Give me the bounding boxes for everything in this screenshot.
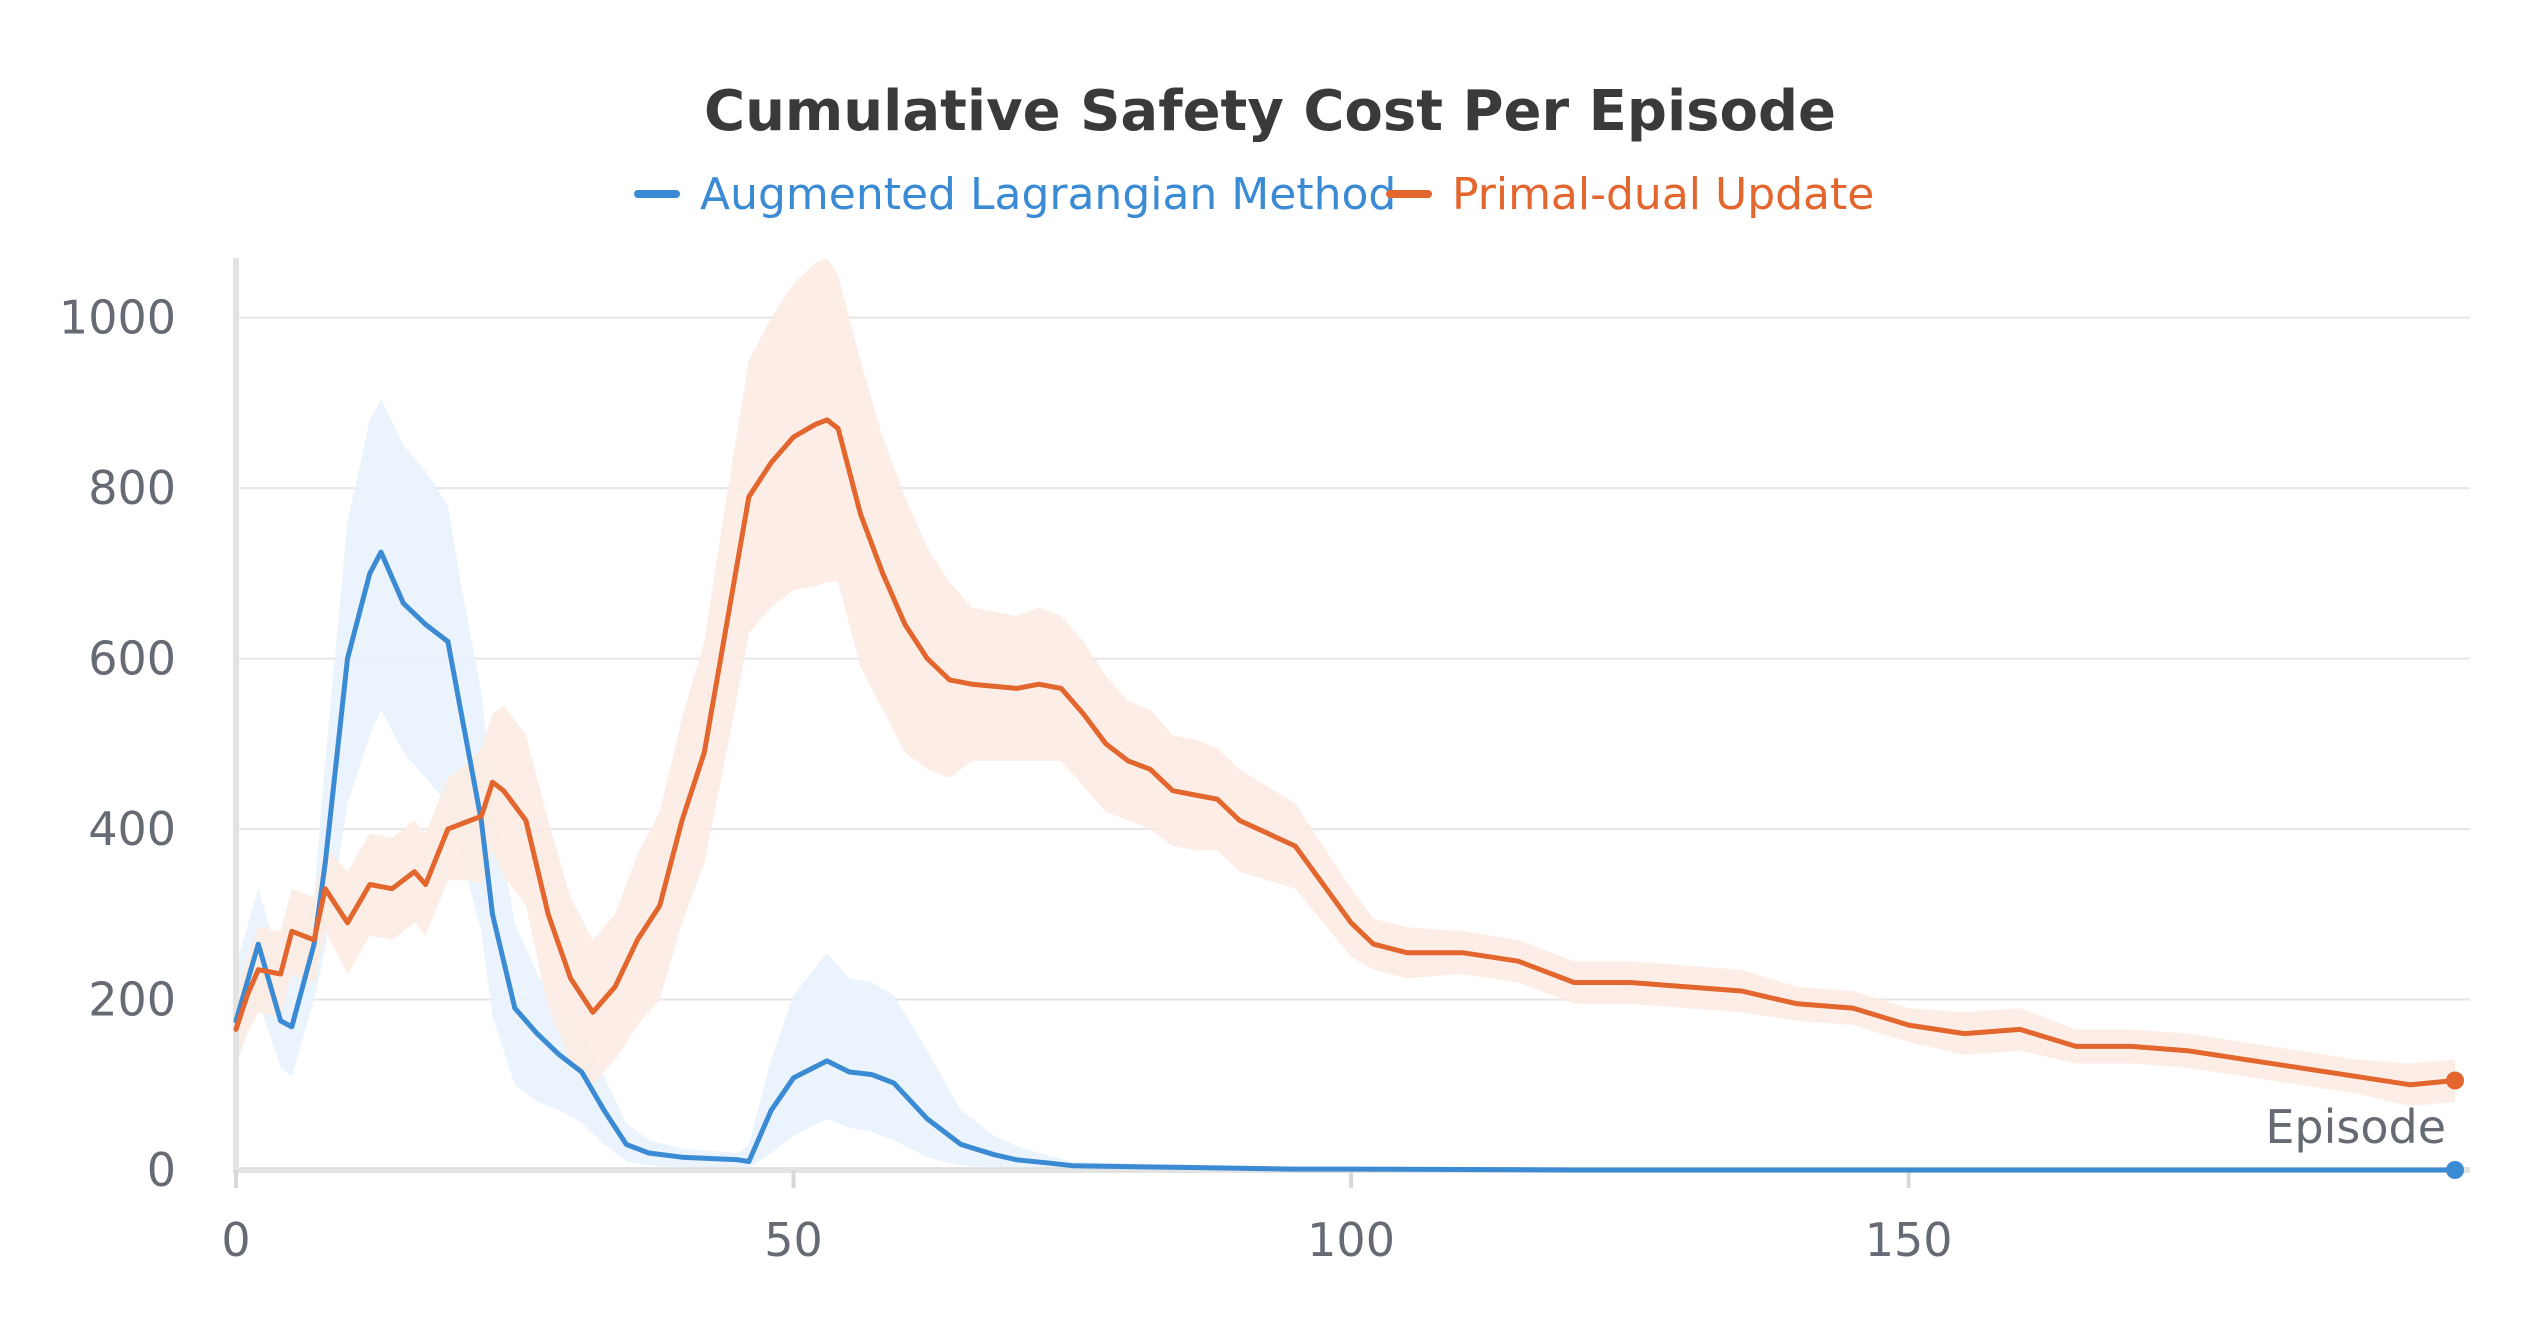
- y-tick-label-600: 600: [88, 632, 176, 686]
- series-lines: [233, 417, 2464, 1179]
- y-tick-label-400: 400: [88, 802, 176, 856]
- end-point-primal-dual[interactable]: [2446, 1071, 2464, 1090]
- confidence-bands: [236, 258, 2455, 1171]
- x-tick-label-0: 0: [221, 1213, 250, 1267]
- y-tick-label-800: 800: [88, 461, 176, 515]
- end-point-augmented-lagrangian[interactable]: [2446, 1161, 2464, 1179]
- chart-title: Cumulative Safety Cost Per Episode: [704, 79, 1836, 144]
- x-tick-label-150: 150: [1865, 1213, 1953, 1267]
- x-tick-label-100: 100: [1307, 1213, 1395, 1267]
- legend: Augmented Lagrangian Method Primal-dual …: [634, 169, 1874, 220]
- legend-item-primal-dual[interactable]: Primal-dual Update: [1386, 169, 1874, 220]
- series-line-augmented-lagrangian[interactable]: [233, 549, 2458, 1173]
- series-line-primal-dual[interactable]: [233, 417, 2458, 1088]
- x-axis-label: Episode: [2265, 1100, 2446, 1154]
- y-tick-label-0: 0: [147, 1143, 176, 1197]
- y-tick-label-1000: 1000: [59, 291, 176, 345]
- legend-item-augmented-lagrangian[interactable]: Augmented Lagrangian Method: [634, 169, 1396, 220]
- x-tick-label-50: 50: [764, 1213, 823, 1267]
- band-primal-dual: [236, 258, 2455, 1107]
- legend-label-primal-dual: Primal-dual Update: [1452, 169, 1874, 220]
- y-tick-label-200: 200: [88, 973, 176, 1027]
- legend-label-augmented-lagrangian: Augmented Lagrangian Method: [700, 169, 1396, 220]
- tick-labels: 0 200 400 600 800 1000 0 50 100 150: [59, 291, 1953, 1267]
